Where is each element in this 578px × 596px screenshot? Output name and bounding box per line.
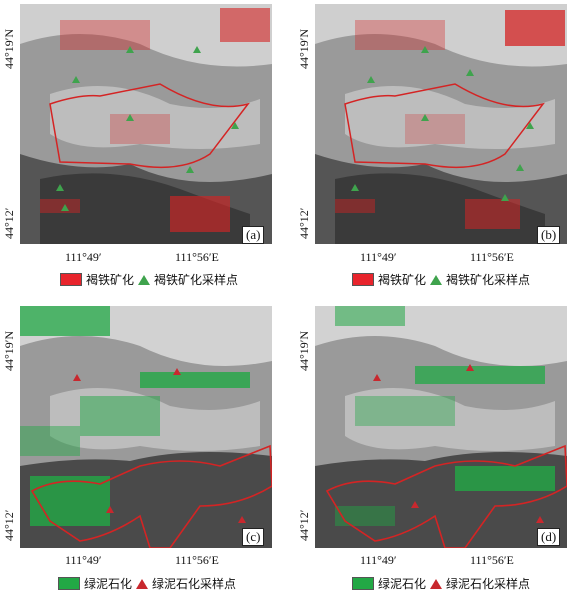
map-panel-a: 44°19′N 44°12′ (a) — [2, 4, 272, 244]
legend-swatch-d — [352, 577, 374, 590]
sample-point-icon — [138, 274, 151, 285]
y-tick-north-d: 44°19′N — [297, 330, 311, 371]
map-image-d — [315, 306, 567, 548]
y-tick-south-b: 44°12′ — [297, 207, 311, 239]
legend-d: 绿泥石化 绿泥石化采样点 — [352, 575, 530, 592]
legend-point-text-c: 绿泥石化采样点 — [152, 577, 237, 591]
legend-a: 褐铁矿化 褐铁矿化采样点 — [60, 271, 238, 288]
legend-b: 褐铁矿化 褐铁矿化采样点 — [352, 271, 530, 288]
sample-point-icon — [136, 578, 149, 589]
y-tick-north-b: 44°19′N — [297, 28, 311, 69]
panel-label-d: (d) — [537, 528, 561, 546]
y-tick-south-a: 44°12′ — [2, 207, 16, 239]
x-tick-east-b: 111°56′E — [470, 250, 514, 264]
y-tick-north-a: 44°19′N — [2, 28, 16, 69]
map-panel-b: 44°19′N 44°12′ (b) — [297, 4, 567, 244]
panel-label-b: (b) — [537, 226, 561, 244]
map-image-c — [20, 306, 272, 548]
map-image-a — [20, 4, 272, 244]
x-tick-west-c: 111°49′ — [65, 553, 102, 567]
map-panel-d: 44°19′N 44°12′ (d) — [297, 306, 567, 548]
map-image-b — [315, 4, 567, 244]
x-tick-east-a: 111°56′E — [175, 250, 219, 264]
legend-fill-text-a: 褐铁矿化 — [86, 273, 135, 287]
legend-c: 绿泥石化 绿泥石化采样点 — [58, 575, 236, 592]
sample-point-icon — [430, 578, 443, 589]
y-tick-south-d: 44°12′ — [297, 509, 311, 541]
map-panel-c: 44°19′N 44°12′ (c) — [2, 306, 272, 548]
legend-fill-text-d: 绿泥石化 — [378, 577, 427, 591]
legend-point-text-d: 绿泥石化采样点 — [446, 577, 531, 591]
legend-point-text-a: 褐铁矿化采样点 — [154, 273, 239, 287]
y-tick-north-c: 44°19′N — [2, 330, 16, 371]
x-tick-west-b: 111°49′ — [360, 250, 397, 264]
x-tick-west-a: 111°49′ — [65, 250, 102, 264]
legend-fill-text-b: 褐铁矿化 — [378, 273, 427, 287]
legend-swatch-a — [60, 273, 82, 286]
panel-label-c: (c) — [242, 528, 265, 546]
sample-point-icon — [430, 274, 443, 285]
y-tick-south-c: 44°12′ — [2, 509, 16, 541]
x-tick-east-c: 111°56′E — [175, 553, 219, 567]
panel-label-a: (a) — [242, 226, 265, 244]
x-tick-west-d: 111°49′ — [360, 553, 397, 567]
legend-point-text-b: 褐铁矿化采样点 — [446, 273, 531, 287]
x-tick-east-d: 111°56′E — [470, 553, 514, 567]
legend-swatch-c — [58, 577, 80, 590]
legend-swatch-b — [352, 273, 374, 286]
legend-fill-text-c: 绿泥石化 — [84, 577, 133, 591]
